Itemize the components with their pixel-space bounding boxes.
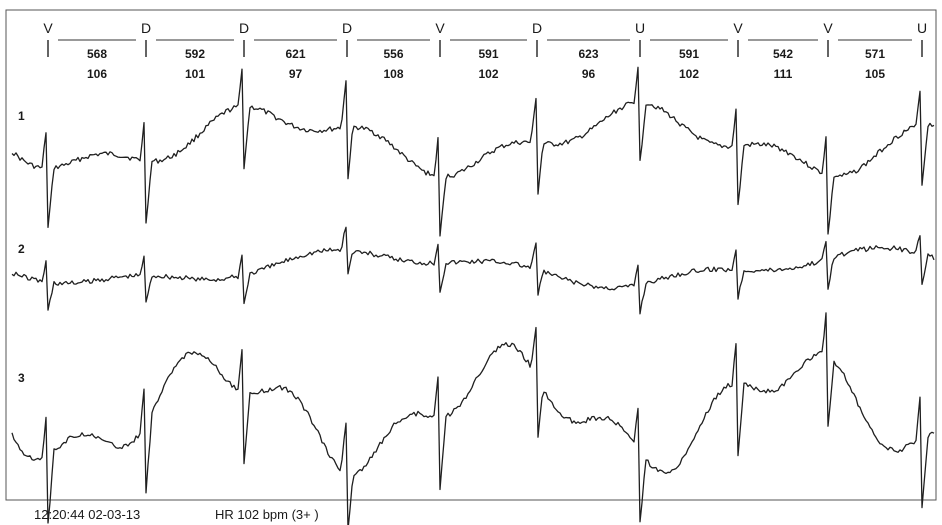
rr-interval-value: 591 — [679, 47, 699, 61]
beat-label: V — [435, 20, 445, 36]
lead-labels: 1 2 3 — [18, 109, 25, 385]
beat-label: V — [823, 20, 833, 36]
rr-interval-value: 592 — [185, 47, 205, 61]
beat-label: D — [342, 20, 352, 36]
lead-label: 3 — [18, 371, 25, 385]
rr-interval-value: 591 — [478, 47, 498, 61]
rr-interval-value: 568 — [87, 47, 107, 61]
beat-rate-value: 96 — [582, 67, 596, 81]
beat-rate-value: 105 — [865, 67, 885, 81]
beat-label: D — [532, 20, 542, 36]
beat-label: V — [43, 20, 53, 36]
beat-rate-value: 108 — [383, 67, 403, 81]
timestamp: 12:20:44 02-03-13 — [34, 507, 141, 522]
beat-rate-value: 101 — [185, 67, 205, 81]
lead-2-trace — [11, 226, 935, 315]
lead-label: 2 — [18, 242, 25, 256]
rr-interval-value: 571 — [865, 47, 885, 61]
beat-rate-value: 111 — [774, 67, 793, 81]
lead-label: 1 — [18, 109, 25, 123]
rr-interval-value: 542 — [773, 47, 793, 61]
beat-label: D — [239, 20, 249, 36]
rr-interval-value: 621 — [285, 47, 305, 61]
rr-interval-value: 623 — [578, 47, 598, 61]
beat-rate-value: 102 — [478, 67, 498, 81]
beat-label: V — [733, 20, 743, 36]
chart-frame — [5, 9, 937, 501]
beat-rate-value: 106 — [87, 67, 107, 81]
rr-interval-value: 556 — [383, 47, 403, 61]
beat-rate-value: 97 — [289, 67, 303, 81]
lead-3-trace — [11, 312, 935, 525]
beat-label: D — [141, 20, 151, 36]
beat-rate-value: 102 — [679, 67, 699, 81]
beat-label: U — [917, 20, 927, 36]
heart-rate-readout: HR 102 bpm (3+ ) — [215, 507, 319, 522]
beat-label: U — [635, 20, 645, 36]
rr-interval-labels: 568 106 592 101 621 97 556 108 591 102 623 96 591 102… — [87, 47, 885, 81]
ecg-traces — [11, 66, 935, 525]
lead-1-trace — [11, 66, 935, 237]
